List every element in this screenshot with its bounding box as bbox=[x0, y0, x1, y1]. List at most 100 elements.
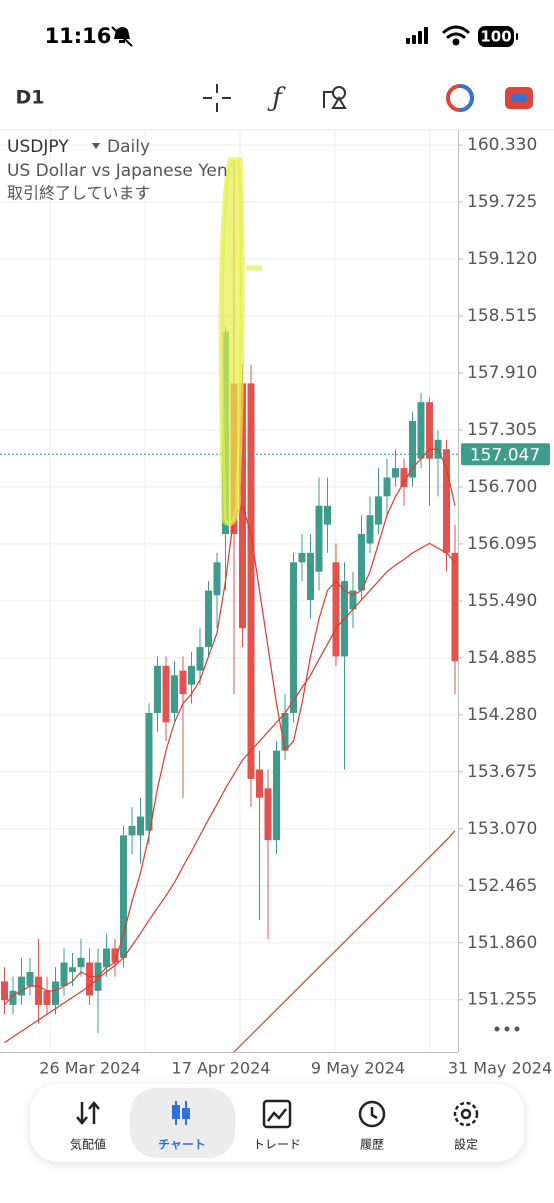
last-price-label: 157.047 bbox=[470, 445, 540, 465]
candle-body bbox=[137, 816, 144, 836]
y-tick-label: 159.120 bbox=[467, 249, 537, 269]
candle-body bbox=[332, 562, 340, 657]
tab-label[interactable]: 履歴 bbox=[360, 1138, 384, 1152]
y-tick-label: 157.910 bbox=[467, 363, 537, 383]
candle-body bbox=[392, 468, 399, 478]
y-tick-label: 158.515 bbox=[467, 306, 537, 326]
y-tick-label: 160.330 bbox=[467, 135, 537, 155]
candle-body bbox=[247, 383, 255, 779]
candle-body bbox=[349, 590, 357, 610]
tab-icon-chart[interactable] bbox=[172, 1101, 190, 1125]
symbol[interactable]: USDJPY bbox=[7, 137, 69, 157]
y-tick-label: 154.280 bbox=[467, 705, 537, 725]
highlight-mark bbox=[218, 157, 262, 527]
candle-body bbox=[128, 825, 136, 836]
candle-body bbox=[290, 562, 297, 713]
y-tick-label: 154.885 bbox=[467, 648, 537, 668]
objects-button[interactable] bbox=[323, 86, 347, 109]
battery bbox=[478, 26, 514, 47]
candle-body bbox=[188, 665, 195, 685]
candle-body bbox=[366, 515, 374, 544]
candle-body bbox=[145, 712, 153, 831]
candle-body bbox=[103, 948, 110, 968]
candle-body bbox=[281, 712, 289, 751]
candle-body bbox=[264, 788, 272, 841]
indicators-button[interactable]: ƒ bbox=[267, 83, 286, 113]
candle-body bbox=[26, 971, 34, 987]
symbol-dropdown[interactable] bbox=[92, 143, 100, 149]
last-price-box bbox=[461, 443, 550, 466]
moving-average-line bbox=[4, 542, 456, 1044]
candle-body bbox=[358, 534, 365, 591]
candle-body bbox=[111, 948, 119, 963]
chart-timeframe: Daily bbox=[107, 137, 150, 157]
candle-body bbox=[120, 835, 127, 958]
candle-body bbox=[417, 402, 425, 459]
candle-body bbox=[375, 496, 382, 525]
y-tick-label: 157.305 bbox=[467, 420, 537, 440]
candle-body bbox=[171, 675, 178, 713]
tab-icon-quotes[interactable] bbox=[76, 1101, 100, 1125]
candle-body bbox=[426, 402, 433, 459]
candle-body bbox=[52, 981, 59, 1005]
candle-body bbox=[60, 962, 68, 987]
candle-body bbox=[77, 957, 85, 968]
signal-icon bbox=[406, 27, 428, 44]
candle-body bbox=[443, 449, 450, 553]
battery-tip bbox=[516, 33, 518, 40]
moving-average-line bbox=[4, 448, 456, 1006]
status-time: 11:16 bbox=[45, 24, 112, 48]
timeframe-button[interactable]: D1 bbox=[16, 87, 45, 109]
tab-label[interactable]: チャート bbox=[158, 1138, 206, 1152]
candle-body bbox=[307, 552, 314, 600]
candle-body bbox=[196, 647, 204, 671]
battery-level: 100 bbox=[480, 28, 511, 46]
y-tick-label: 156.095 bbox=[467, 534, 537, 554]
mute-icon bbox=[111, 26, 133, 47]
candle-body bbox=[86, 962, 93, 996]
candle-body bbox=[162, 665, 170, 723]
symbol-description: US Dollar vs Japanese Yen bbox=[7, 161, 228, 181]
y-tick-label: 153.070 bbox=[467, 819, 537, 839]
y-tick-label: 151.255 bbox=[467, 990, 537, 1010]
tab-label[interactable]: トレード bbox=[253, 1138, 301, 1152]
candle-body bbox=[451, 552, 458, 662]
y-tick-label: 153.675 bbox=[467, 762, 537, 782]
candle-body bbox=[409, 421, 416, 478]
account-icon[interactable] bbox=[505, 87, 533, 109]
y-tick-label: 151.860 bbox=[467, 933, 537, 953]
moving-average-line bbox=[233, 830, 456, 1052]
crosshair-button[interactable] bbox=[203, 84, 231, 112]
candle-body bbox=[18, 976, 25, 996]
candle-body bbox=[298, 552, 306, 563]
tab-icon-history[interactable] bbox=[358, 1100, 386, 1128]
candle-body bbox=[179, 670, 187, 695]
y-tick-label: 152.465 bbox=[467, 876, 537, 896]
candle-body bbox=[43, 990, 51, 1005]
candle-body bbox=[256, 769, 263, 798]
wifi-icon bbox=[442, 25, 470, 46]
x-tick-label: 9 May 2024 bbox=[311, 1059, 405, 1078]
candle-body bbox=[213, 562, 221, 596]
trading-icon[interactable] bbox=[446, 84, 474, 112]
tab-icon-trade[interactable] bbox=[262, 1099, 292, 1129]
candle-body bbox=[400, 468, 408, 487]
market-status: 取引終了しています bbox=[7, 184, 151, 203]
tab-label[interactable]: 設定 bbox=[454, 1137, 478, 1152]
x-tick-label: 26 Mar 2024 bbox=[39, 1059, 140, 1078]
tab-labels: 気配値 チャート トレード 履歴 設定 bbox=[70, 1137, 478, 1152]
candle-body bbox=[324, 505, 331, 525]
candle-body bbox=[383, 477, 391, 497]
more-button[interactable] bbox=[494, 1026, 520, 1032]
x-tick-label: 17 Apr 2024 bbox=[172, 1059, 271, 1078]
tab-label[interactable]: 気配値 bbox=[70, 1137, 106, 1152]
tab-icon-settings[interactable] bbox=[453, 1101, 479, 1127]
y-tick-label: 155.490 bbox=[467, 591, 537, 611]
candle-body bbox=[1, 981, 8, 1001]
y-tick-label: 156.700 bbox=[467, 477, 537, 497]
candle-body bbox=[315, 505, 323, 572]
candle-body bbox=[69, 967, 76, 972]
x-tick-label: 31 May 2024 bbox=[448, 1059, 552, 1078]
